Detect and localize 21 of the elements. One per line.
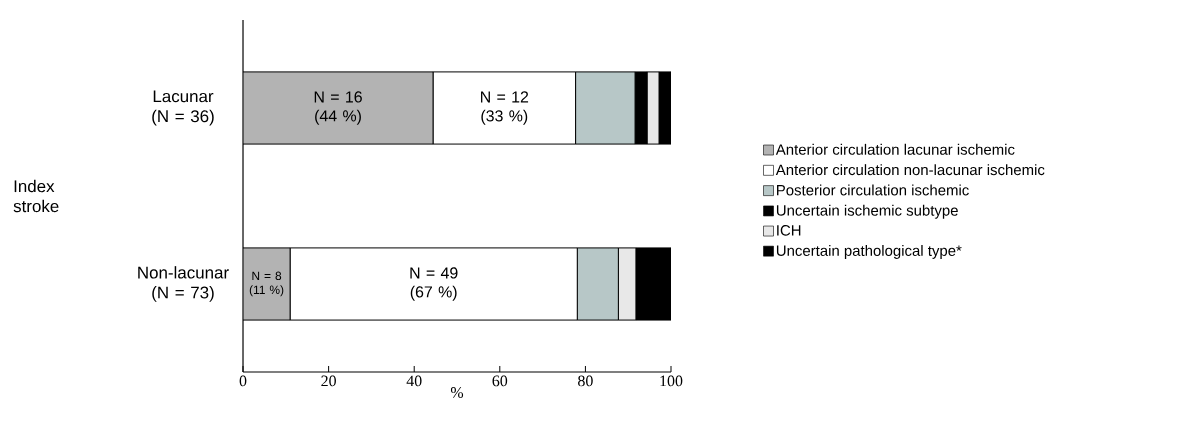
- x-tick-label: 40: [406, 375, 422, 387]
- legend-label: Posterior circulation ischemic: [777, 184, 969, 196]
- x-tick-label: 100: [660, 375, 683, 387]
- legend-label: Anterior circulation lacunar ischemic: [775, 143, 1015, 155]
- data-label: N = 8 (11 %): [249, 271, 284, 297]
- x-tick-label: 20: [321, 375, 336, 387]
- legend-label: Uncertain pathological type*: [776, 245, 962, 259]
- legend-label: Uncertain ischemic subtype: [776, 204, 958, 219]
- data-label: N = 49 (67 %): [410, 267, 458, 301]
- y-axis-title: Index stroke: [13, 179, 59, 213]
- y-tick-label: Non-lacunar (N = 73): [138, 266, 229, 302]
- data-label: N = 12 (33 %): [481, 91, 529, 125]
- x-tick-label: 60: [492, 375, 508, 387]
- data-label: N = 16 (44 %): [314, 91, 362, 125]
- x-tick-label: 0: [239, 375, 247, 387]
- x-axis-title: %: [450, 387, 464, 398]
- legend-label: ICH: [777, 225, 801, 236]
- x-tick-label: 80: [578, 375, 593, 387]
- legend-label: Anterior circulation non-lacunar ischemic: [775, 164, 1045, 176]
- y-tick-label: Lacunar (N = 36): [152, 90, 214, 126]
- bar: [243, 71, 434, 145]
